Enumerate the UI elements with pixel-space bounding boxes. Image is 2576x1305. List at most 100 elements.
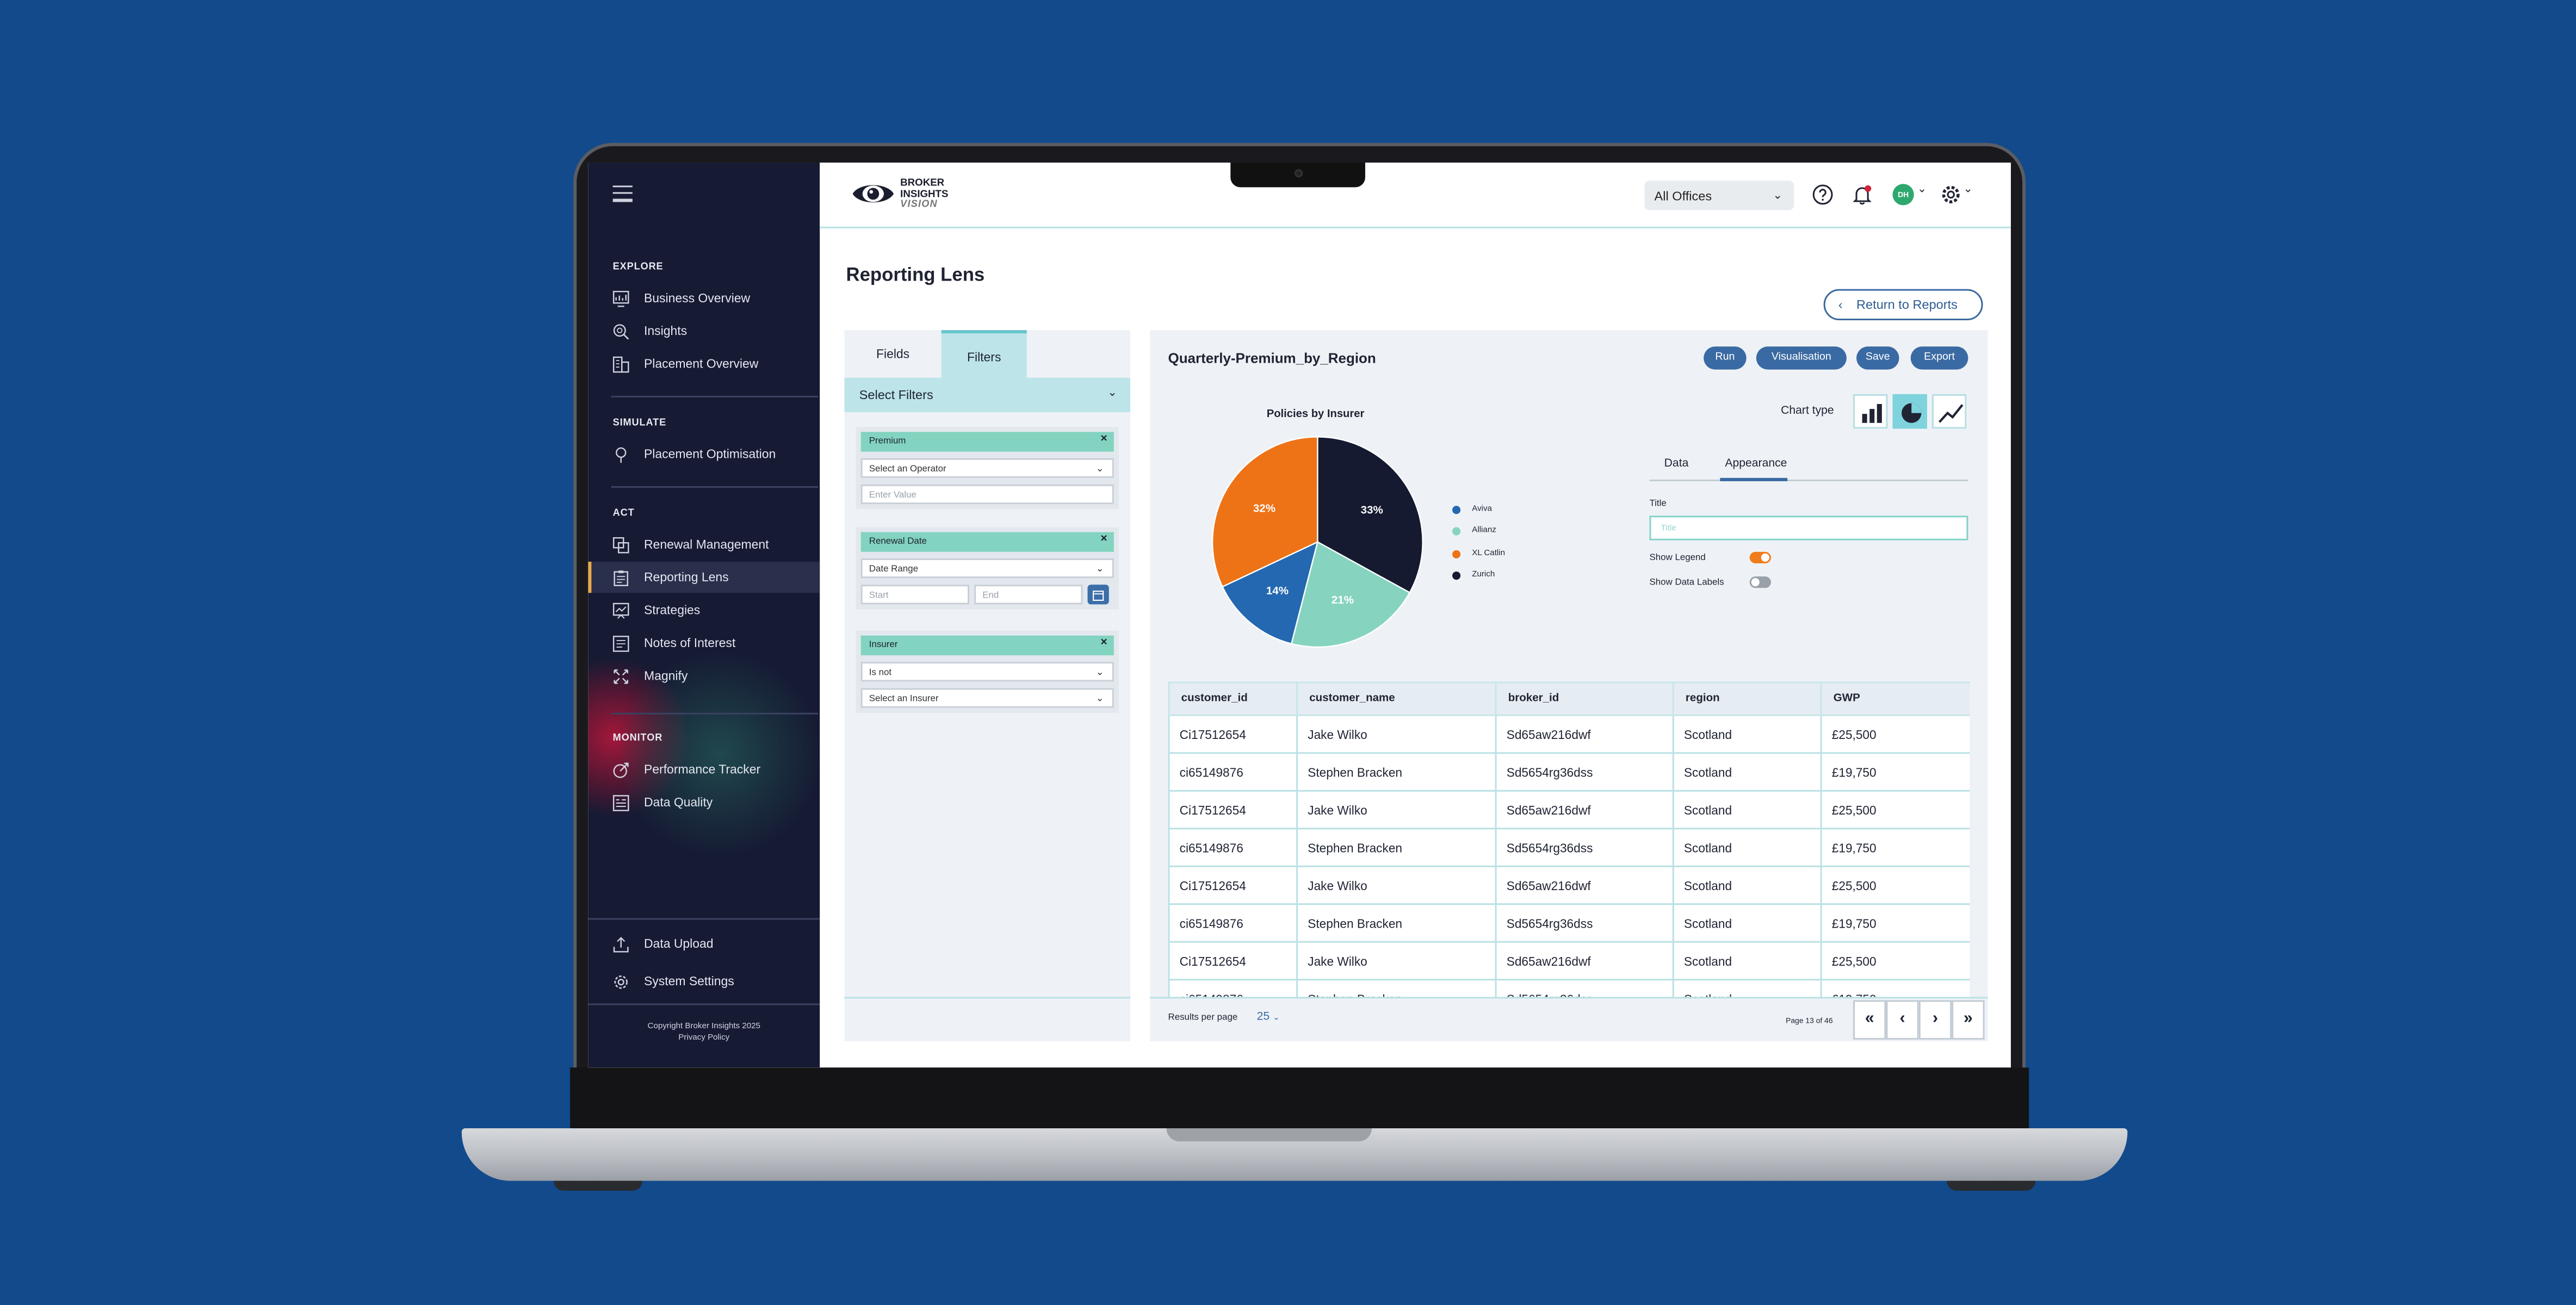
table-row[interactable]: Ci17512654 Jake Wilko Sd65aw216dwf Scotland…: [1168, 714, 1970, 754]
sidebar-item-reporting-lens[interactable]: Reporting Lens: [588, 561, 820, 593]
column-header-customer-name[interactable]: customer_name: [1296, 681, 1497, 716]
sidebar-item-performance-tracker[interactable]: Performance Tracker: [588, 754, 820, 785]
magnifier-icon: [613, 323, 629, 339]
export-button[interactable]: Export: [1910, 346, 1968, 370]
sidebar-item-label: Data Quality: [643, 794, 713, 810]
sidebar-item-placement-overview[interactable]: Placement Overview: [588, 348, 820, 379]
legend-item-aviva: Aviva: [1452, 504, 1492, 514]
tab-data[interactable]: Data: [1664, 458, 1689, 470]
hamburger-menu-icon[interactable]: [612, 185, 633, 202]
filter-group-premium: Premium × Select an Operator ⌄ Enter Val…: [856, 427, 1119, 509]
table-row[interactable]: Ci17512654 Jake Wilko Sd65aw216dwf Scotland…: [1168, 865, 1970, 905]
sidebar-item-placement-optimisation[interactable]: Placement Optimisation: [588, 438, 820, 469]
pie-slice-allianz[interactable]: [1290, 540, 1411, 648]
tab-appearance[interactable]: Appearance: [1725, 458, 1787, 470]
tab-fields[interactable]: Fields: [844, 330, 942, 378]
chart-type-bar-button[interactable]: [1853, 394, 1888, 429]
settings-gear-icon[interactable]: [1940, 184, 1961, 205]
date-range-select[interactable]: Date Range ⌄: [860, 558, 1114, 579]
pie-slice-xl-catlin[interactable]: [1211, 436, 1318, 588]
avatar-chevron-icon[interactable]: ⌄: [1917, 184, 1927, 196]
chevron-down-icon: ⌄: [1095, 464, 1104, 474]
section-monitor: MONITOR: [612, 734, 663, 744]
save-button[interactable]: Save: [1856, 346, 1899, 370]
tab-filters[interactable]: Filters: [941, 330, 1027, 378]
last-page-button[interactable]: »: [1952, 1000, 1985, 1040]
column-header-customer-id[interactable]: customer_id: [1168, 681, 1298, 716]
sidebar-item-magnify[interactable]: Magnify: [588, 660, 820, 691]
remove-filter-icon[interactable]: ×: [1100, 433, 1107, 445]
first-page-button[interactable]: «: [1853, 1000, 1886, 1040]
sidebar-item-notes-of-interest[interactable]: Notes of Interest: [588, 627, 820, 658]
show-legend-toggle[interactable]: [1749, 551, 1771, 563]
notification-bell-icon[interactable]: [1852, 184, 1873, 205]
chart-title-input[interactable]: Title: [1649, 515, 1968, 540]
select-filters-dropdown[interactable]: Select Filters ⌄: [844, 377, 1131, 413]
insurer-operator-select[interactable]: Is not ⌄: [860, 662, 1114, 682]
column-header-gwp[interactable]: GWP: [1820, 681, 1970, 716]
sidebar: EXPLORE Business Overview Insights Place…: [588, 163, 820, 1068]
privacy-policy-link[interactable]: Privacy Policy: [678, 1033, 730, 1043]
pie-data-label: 14%: [1266, 585, 1289, 597]
remove-filter-icon[interactable]: ×: [1100, 637, 1107, 649]
help-icon[interactable]: [1812, 184, 1834, 205]
value-input[interactable]: Enter Value: [860, 484, 1114, 505]
operator-select[interactable]: Select an Operator ⌄: [860, 458, 1114, 478]
filter-chip-premium: Premium ×: [860, 432, 1114, 452]
column-header-broker-id[interactable]: broker_id: [1495, 681, 1674, 716]
sidebar-item-system-settings[interactable]: System Settings: [588, 966, 820, 997]
remove-filter-icon[interactable]: ×: [1100, 533, 1107, 545]
sidebar-item-label: Insights: [643, 324, 688, 339]
sidebar-item-data-quality[interactable]: Data Quality: [588, 787, 820, 818]
sidebar-item-label: Magnify: [643, 668, 688, 683]
run-button[interactable]: Run: [1704, 346, 1747, 370]
laptop-foot-left: [553, 1180, 642, 1191]
previous-page-button[interactable]: ‹: [1886, 1000, 1919, 1040]
chevron-down-icon: ⌄: [1095, 667, 1104, 678]
sidebar-item-insights[interactable]: Insights: [588, 315, 820, 346]
pie-slice-aviva[interactable]: [1221, 540, 1319, 645]
sidebar-item-label: System Settings: [643, 974, 734, 989]
table-cell-region: Scotland: [1672, 903, 1822, 943]
user-avatar[interactable]: DH: [1892, 184, 1914, 206]
results-per-page-select[interactable]: 25 ⌄: [1257, 1012, 1280, 1023]
office-select[interactable]: All Offices ⌄: [1644, 181, 1794, 210]
sidebar-divider: [588, 918, 820, 920]
sidebar-item-renewal-management[interactable]: Renewal Management: [588, 529, 820, 560]
column-header-region[interactable]: region: [1672, 681, 1822, 716]
table-row[interactable]: Ci17512654 Jake Wilko Sd65aw216dwf Scotland…: [1168, 941, 1970, 981]
broker-insights-logo[interactable]: BROKER INSIGHTS VISION: [851, 177, 966, 216]
visualisation-button[interactable]: Visualisation: [1756, 346, 1847, 370]
calendar-button[interactable]: [1087, 585, 1109, 605]
table-cell-customer-id: Ci17512654: [1168, 865, 1298, 905]
sidebar-item-data-upload[interactable]: Data Upload: [588, 928, 820, 959]
sidebar-item-business-overview[interactable]: Business Overview: [588, 283, 820, 314]
chevron-down-icon: ⌄: [1273, 1013, 1280, 1023]
app-screen: EXPLORE Business Overview Insights Place…: [588, 163, 2011, 1068]
show-data-labels-toggle[interactable]: [1749, 576, 1771, 588]
operator-select-value: Select an Operator: [869, 464, 946, 475]
sidebar-item-strategies[interactable]: Strategies: [588, 594, 820, 625]
table-row[interactable]: Ci17512654 Jake Wilko Sd65aw216dwf Scotland…: [1168, 790, 1970, 830]
settings-chevron-icon[interactable]: ⌄: [1963, 184, 1973, 196]
next-page-button[interactable]: ›: [1918, 1000, 1952, 1040]
end-date-input[interactable]: End: [974, 585, 1083, 605]
table-cell-customer-name: Jake Wilko: [1296, 941, 1497, 981]
chevron-right-icon: ›: [1932, 1010, 1939, 1028]
insurer-select[interactable]: Select an Insurer ⌄: [860, 688, 1114, 708]
pie-chart-icon: [1902, 403, 1922, 423]
results-per-page-label: Results per page: [1168, 1013, 1238, 1023]
chart-type-line-button[interactable]: [1931, 394, 1967, 429]
return-to-reports-button[interactable]: ‹ Return to Reports: [1823, 289, 1983, 320]
logo-text-vision: VISION: [900, 200, 938, 210]
start-date-input[interactable]: Start: [860, 585, 970, 605]
table-cell-broker-id: Sd65aw216dwf: [1495, 941, 1674, 981]
sidebar-item-label: Renewal Management: [643, 537, 769, 552]
table-cell-broker-id: Sd5654rg36dss: [1495, 979, 1674, 997]
chart-type-pie-button[interactable]: [1892, 394, 1927, 429]
pie-slice-zurich[interactable]: [1317, 436, 1423, 594]
